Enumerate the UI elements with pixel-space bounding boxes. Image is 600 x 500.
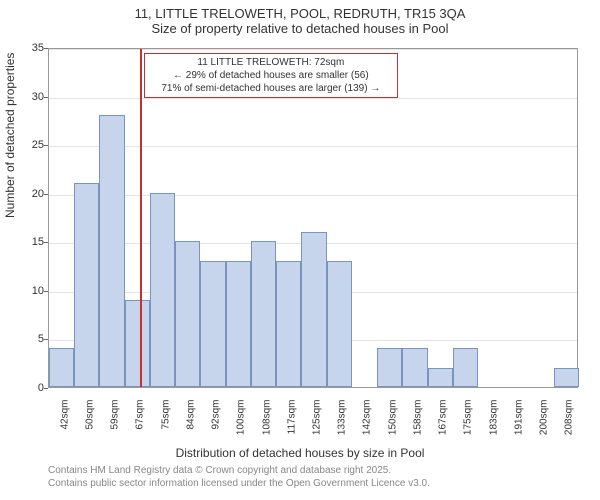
y-tick-label: 10 (14, 285, 44, 297)
y-tick-label: 5 (14, 333, 44, 345)
chart-footer: Contains HM Land Registry data © Crown c… (48, 464, 430, 490)
annotation-line3: 71% of semi-detached houses are larger (… (149, 82, 393, 95)
x-tick-label: 183sqm (488, 400, 499, 448)
x-tick-label: 84sqm (185, 400, 196, 448)
annotation-line2: ← 29% of detached houses are smaller (56… (149, 69, 393, 82)
x-tick-label: 208sqm (564, 400, 575, 448)
x-tick-label: 142sqm (362, 400, 373, 448)
histogram-bar (276, 261, 301, 387)
chart-title-line1: 11, LITTLE TRELOWETH, POOL, REDRUTH, TR1… (0, 0, 600, 21)
y-tick-label: 35 (14, 42, 44, 54)
histogram-bar (327, 261, 352, 387)
histogram-bar (428, 368, 453, 387)
x-tick-label: 167sqm (438, 400, 449, 448)
property-size-chart: 11, LITTLE TRELOWETH, POOL, REDRUTH, TR1… (0, 0, 600, 500)
histogram-bar (301, 232, 326, 387)
x-tick-label: 50sqm (84, 400, 95, 448)
x-tick-label: 191sqm (513, 400, 524, 448)
x-tick-label: 125sqm (312, 400, 323, 448)
histogram-bar (226, 261, 251, 387)
x-tick-label: 75sqm (160, 400, 171, 448)
x-tick-label: 133sqm (337, 400, 348, 448)
x-tick-label: 150sqm (387, 400, 398, 448)
annotation-line1: 11 LITTLE TRELOWETH: 72sqm (149, 56, 393, 69)
x-axis-label: Distribution of detached houses by size … (0, 446, 600, 460)
y-tick-label: 15 (14, 236, 44, 248)
x-tick-label: 158sqm (412, 400, 423, 448)
annotation-box: 11 LITTLE TRELOWETH: 72sqm← 29% of detac… (144, 53, 398, 98)
plot-area: 11 LITTLE TRELOWETH: 72sqm← 29% of detac… (48, 48, 578, 388)
chart-title-line2: Size of property relative to detached ho… (0, 21, 600, 40)
x-tick-label: 108sqm (261, 400, 272, 448)
histogram-bar (49, 348, 74, 387)
y-tick-label: 25 (14, 139, 44, 151)
histogram-bar (74, 183, 99, 387)
footer-line1: Contains HM Land Registry data © Crown c… (48, 464, 430, 477)
histogram-bar (402, 348, 427, 387)
property-marker-line (140, 49, 142, 387)
histogram-bar (200, 261, 225, 387)
histogram-bar (125, 300, 150, 387)
y-tick-label: 30 (14, 91, 44, 103)
histogram-bar (554, 368, 579, 387)
y-tick-label: 20 (14, 188, 44, 200)
x-tick-label: 117sqm (286, 400, 297, 448)
histogram-bar (150, 193, 175, 387)
footer-line2: Contains public sector information licen… (48, 477, 430, 490)
x-tick-label: 59sqm (110, 400, 121, 448)
histogram-bar (99, 115, 124, 387)
histogram-bar (175, 241, 200, 387)
histogram-bar (251, 241, 276, 387)
x-tick-label: 42sqm (59, 400, 70, 448)
x-tick-label: 200sqm (539, 400, 550, 448)
y-tick-label: 0 (14, 382, 44, 394)
x-tick-label: 67sqm (135, 400, 146, 448)
x-tick-label: 92sqm (211, 400, 222, 448)
histogram-bar (453, 348, 478, 387)
x-tick-label: 100sqm (236, 400, 247, 448)
x-tick-label: 175sqm (463, 400, 474, 448)
histogram-bar (377, 348, 402, 387)
